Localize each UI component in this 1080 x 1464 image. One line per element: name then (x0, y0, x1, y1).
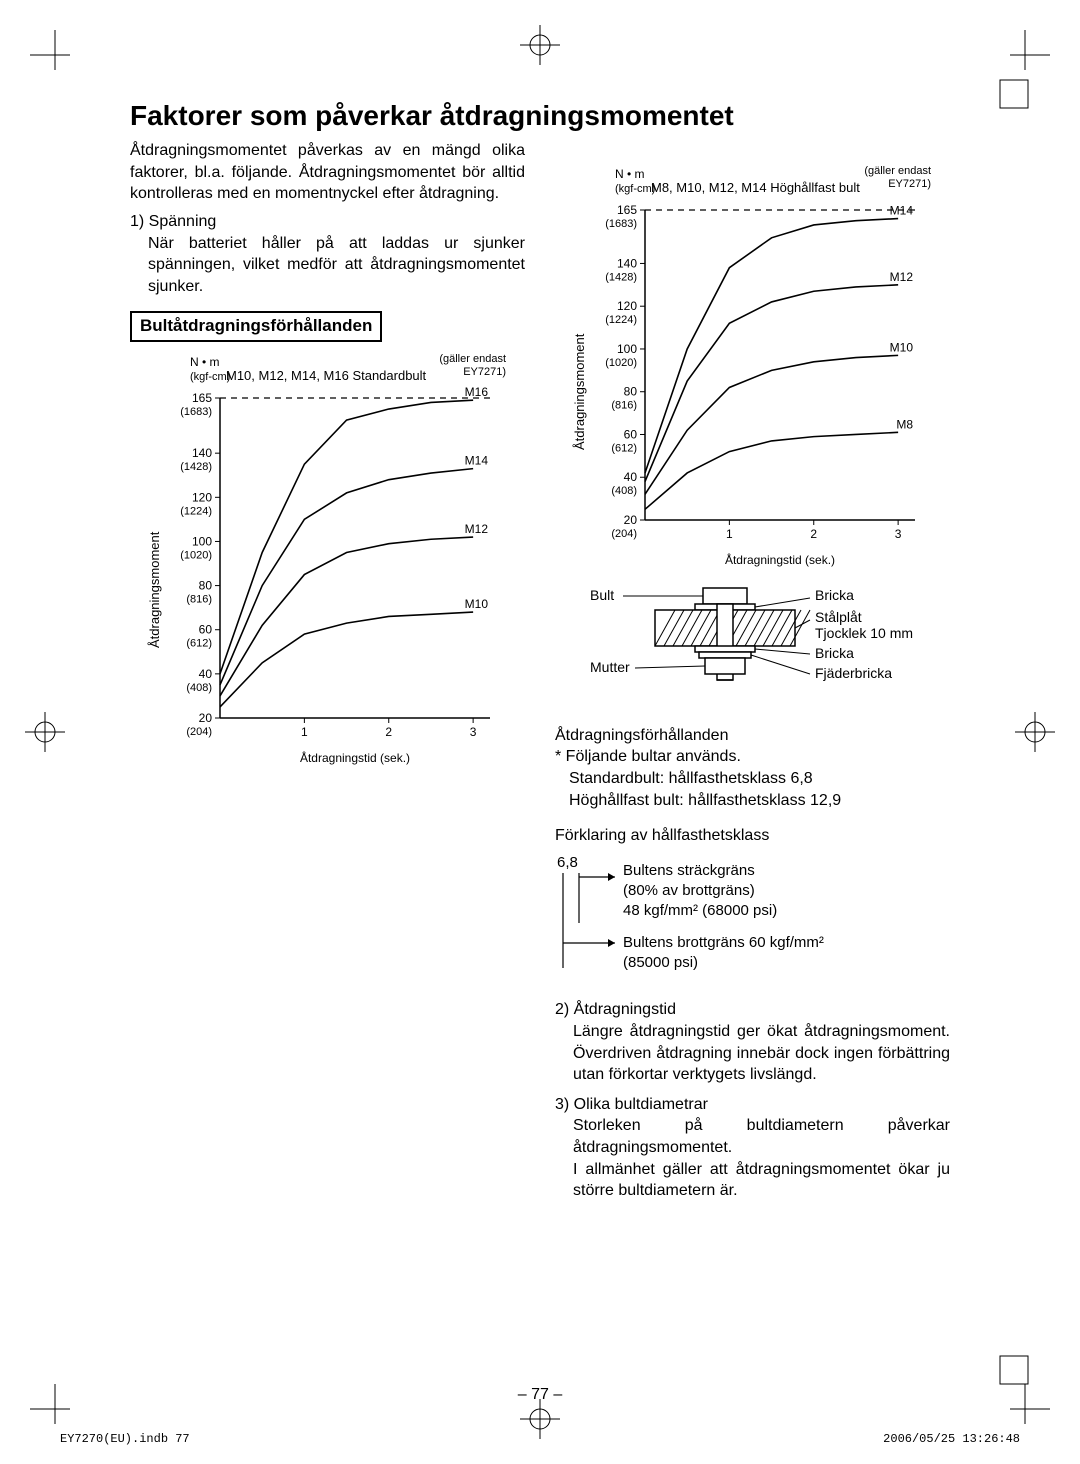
svg-text:M12: M12 (890, 270, 914, 284)
svg-text:120: 120 (192, 491, 212, 505)
item1-body: När batteriet håller på att laddas ur sj… (130, 233, 525, 298)
svg-text:40: 40 (199, 667, 213, 681)
svg-text:(1020): (1020) (605, 357, 637, 369)
strength-diagram: 6,8 Bultens sträckgräns (80% av brottgräns… (555, 853, 950, 990)
right-column: N • m (kgf-cm) (gäller endastEY7271) M8, M1… (555, 140, 950, 1202)
svg-text:40: 40 (624, 470, 638, 484)
strength-title: Förklaring av hållfasthetsklass (555, 825, 950, 847)
svg-text:M12: M12 (465, 522, 489, 536)
svg-text:Fjäderbricka: Fjäderbricka (815, 665, 892, 681)
svg-text:M16: M16 (465, 385, 489, 399)
svg-text:(816): (816) (611, 400, 637, 412)
svg-text:Bricka: Bricka (815, 645, 854, 661)
svg-text:100: 100 (192, 535, 212, 549)
svg-text:(1428): (1428) (605, 272, 637, 284)
intro-text: Åtdragningsmomentet påverkas av en mängd… (130, 140, 525, 205)
left-column: Åtdragningsmomentet påverkas av en mängd… (130, 140, 525, 1202)
footer-left: EY7270(EU).indb 77 (60, 1432, 190, 1446)
svg-text:Tjocklek 10 mm: Tjocklek 10 mm (815, 625, 913, 641)
item3-body1: Storleken på bultdiametern påverkar åtdr… (555, 1115, 950, 1158)
svg-text:M10: M10 (890, 341, 914, 355)
svg-text:(612): (612) (611, 443, 637, 455)
item3-label: 3) Olika bultdiametrar (555, 1094, 950, 1116)
svg-text:(kgf-cm): (kgf-cm) (615, 183, 655, 195)
svg-text:(612): (612) (186, 638, 212, 650)
conditions-note: * Följande bultar används. (555, 746, 950, 768)
svg-text:(1020): (1020) (180, 550, 212, 562)
svg-text:(204): (204) (611, 528, 637, 540)
svg-text:(1224): (1224) (180, 506, 212, 518)
svg-text:(85000 psi): (85000 psi) (623, 954, 698, 971)
svg-text:Stålplåt: Stålplåt (815, 609, 862, 625)
svg-text:(gäller endast: (gäller endast (864, 165, 931, 177)
page-number: – 77 – (518, 1386, 562, 1404)
svg-text:(204): (204) (186, 726, 212, 738)
svg-text:Åtdragningstid (sek.): Åtdragningstid (sek.) (300, 750, 410, 765)
svg-text:80: 80 (624, 385, 638, 399)
bolt-diagram: Bult Mutter Bricka StålplåtTjocklek 10 mm Br… (555, 580, 950, 717)
svg-text:100: 100 (617, 342, 637, 356)
svg-text:165: 165 (617, 203, 637, 217)
chart2-ylabel: Åtdragningsmoment (571, 334, 589, 450)
svg-text:Åtdragningstid (sek.): Åtdragningstid (sek.) (725, 552, 835, 567)
svg-text:M14: M14 (465, 454, 489, 468)
svg-text:Bultens brottgräns 60 kgf/mm²: Bultens brottgräns 60 kgf/mm² (623, 934, 824, 951)
svg-text:2: 2 (385, 725, 392, 739)
svg-text:60: 60 (624, 428, 638, 442)
svg-text:60: 60 (199, 623, 213, 637)
svg-text:M8: M8 (896, 418, 913, 432)
svg-text:120: 120 (617, 299, 637, 313)
svg-text:Bultens sträckgräns: Bultens sträckgräns (623, 862, 755, 879)
svg-text:M14: M14 (890, 204, 914, 218)
svg-text:20: 20 (624, 513, 638, 527)
svg-text:165: 165 (192, 391, 212, 405)
svg-text:20: 20 (199, 711, 213, 725)
svg-text:2: 2 (810, 527, 817, 541)
svg-text:80: 80 (199, 579, 213, 593)
svg-text:(1683): (1683) (605, 218, 637, 230)
svg-text:EY7271): EY7271) (888, 178, 931, 190)
page-title: Faktorer som påverkar åt­dragningsmoment… (130, 100, 950, 132)
svg-text:48 kgf/mm² (68000 psi): 48 kgf/mm² (68000 psi) (623, 902, 777, 919)
svg-text:(1224): (1224) (605, 314, 637, 326)
svg-text:N • m: N • m (190, 355, 220, 369)
box-title: Bultåtdragningsförhållanden (130, 311, 382, 342)
svg-text:Bricka: Bricka (815, 587, 854, 603)
svg-text:(80% av brottgräns): (80% av brottgräns) (623, 882, 755, 899)
item3-body2: I allmänhet gäller att åtdragningsmo­men… (555, 1159, 950, 1202)
item2-body: Längre åtdragningstid ger ökat åtdrag­ni… (555, 1021, 950, 1086)
svg-text:(gäller endast: (gäller endast (439, 353, 506, 365)
svg-text:3: 3 (895, 527, 902, 541)
svg-text:3: 3 (470, 725, 477, 739)
chart-high-tensile-bolt: N • m (kgf-cm) (gäller endastEY7271) M8, M1… (575, 160, 935, 570)
svg-text:(1683): (1683) (180, 406, 212, 418)
svg-text:N • m: N • m (615, 167, 645, 181)
svg-text:(816): (816) (186, 594, 212, 606)
svg-text:EY7271): EY7271) (463, 366, 506, 378)
svg-text:1: 1 (301, 725, 308, 739)
svg-text:Mutter: Mutter (590, 659, 630, 675)
footer-right: 2006/05/25 13:26:48 (883, 1432, 1020, 1446)
item1-label: 1) Spänning (130, 211, 525, 233)
cond-line1: Standardbult: hållfasthetsklass 6,8 (555, 768, 950, 790)
svg-text:140: 140 (192, 446, 212, 460)
svg-text:(408): (408) (611, 485, 637, 497)
cond-line2: Höghållfast bult: hållfasthetsklass 12,9 (555, 790, 950, 812)
svg-text:(408): (408) (186, 682, 212, 694)
svg-text:(kgf-cm): (kgf-cm) (190, 371, 230, 383)
chart1-ylabel: Åtdragningsmoment (146, 532, 164, 648)
svg-text:1: 1 (726, 527, 733, 541)
svg-text:6,8: 6,8 (557, 854, 578, 871)
svg-text:(1428): (1428) (180, 461, 212, 473)
svg-text:M10: M10 (465, 597, 489, 611)
svg-text:Bult: Bult (590, 587, 614, 603)
item2-label: 2) Åtdragningstid (555, 999, 950, 1021)
svg-text:M10, M12, M14, M16 Standardbul: M10, M12, M14, M16 Standardbult (226, 368, 427, 383)
svg-text:M8, M10, M12, M14 Höghållfast: M8, M10, M12, M14 Höghållfast bult (651, 180, 860, 195)
svg-text:140: 140 (617, 257, 637, 271)
conditions-title: Åtdragningsförhållanden (555, 725, 950, 747)
chart-standard-bolt: N • m (kgf-cm) (gäller endastEY7271) M10, M… (150, 348, 510, 768)
